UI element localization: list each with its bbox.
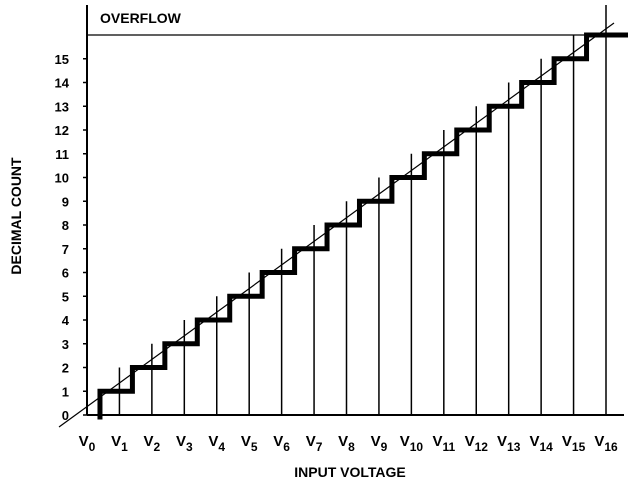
x-tick-label: V9 xyxy=(371,433,388,454)
y-tick-label: 13 xyxy=(55,99,69,114)
overflow-label: OVERFLOW xyxy=(100,10,182,26)
x-tick-label: V6 xyxy=(273,433,290,454)
y-tick-label: 0 xyxy=(62,408,69,423)
x-axis-title: INPUT VOLTAGE xyxy=(294,464,405,480)
y-tick-label: 11 xyxy=(55,147,69,162)
x-tick-label: V13 xyxy=(497,433,521,454)
y-tick-label: 14 xyxy=(55,76,70,91)
x-tick-label: V5 xyxy=(241,433,258,454)
axes xyxy=(83,5,624,416)
y-axis-title: DECIMAL COUNT xyxy=(8,157,24,275)
x-tick-label: V16 xyxy=(594,433,618,454)
x-tick-label: V3 xyxy=(176,433,193,454)
x-tick-label: V14 xyxy=(529,433,553,454)
series-layer xyxy=(58,22,628,428)
x-tick-label: V4 xyxy=(208,433,225,454)
x-tick-label: V0 xyxy=(79,433,96,454)
x-tick-label: V7 xyxy=(306,433,323,454)
y-tick-label: 12 xyxy=(55,123,69,138)
staircase-output-line xyxy=(97,32,628,420)
y-tick-label: 2 xyxy=(62,361,69,376)
x-tick-label: V10 xyxy=(400,433,424,454)
y-tick-label: 3 xyxy=(62,337,69,352)
y-tick-label: 4 xyxy=(62,313,70,328)
y-tick-label: 15 xyxy=(55,52,69,67)
x-tick-label: V12 xyxy=(465,433,489,454)
x-tick-label: V15 xyxy=(562,433,586,454)
y-tick-label: 5 xyxy=(62,289,69,304)
y-tick-label: 1 xyxy=(62,384,69,399)
x-tick-label: V8 xyxy=(338,433,355,454)
y-tick-label: 9 xyxy=(62,194,69,209)
y-tick-label: 10 xyxy=(55,171,69,186)
x-tick-label: V11 xyxy=(432,433,455,454)
y-tick-label: 6 xyxy=(62,266,69,281)
x-tick-label: V2 xyxy=(144,433,161,454)
y-tick-label: 8 xyxy=(62,218,69,233)
y-tick-label: 7 xyxy=(62,242,69,257)
x-tick-label: V1 xyxy=(111,433,128,454)
